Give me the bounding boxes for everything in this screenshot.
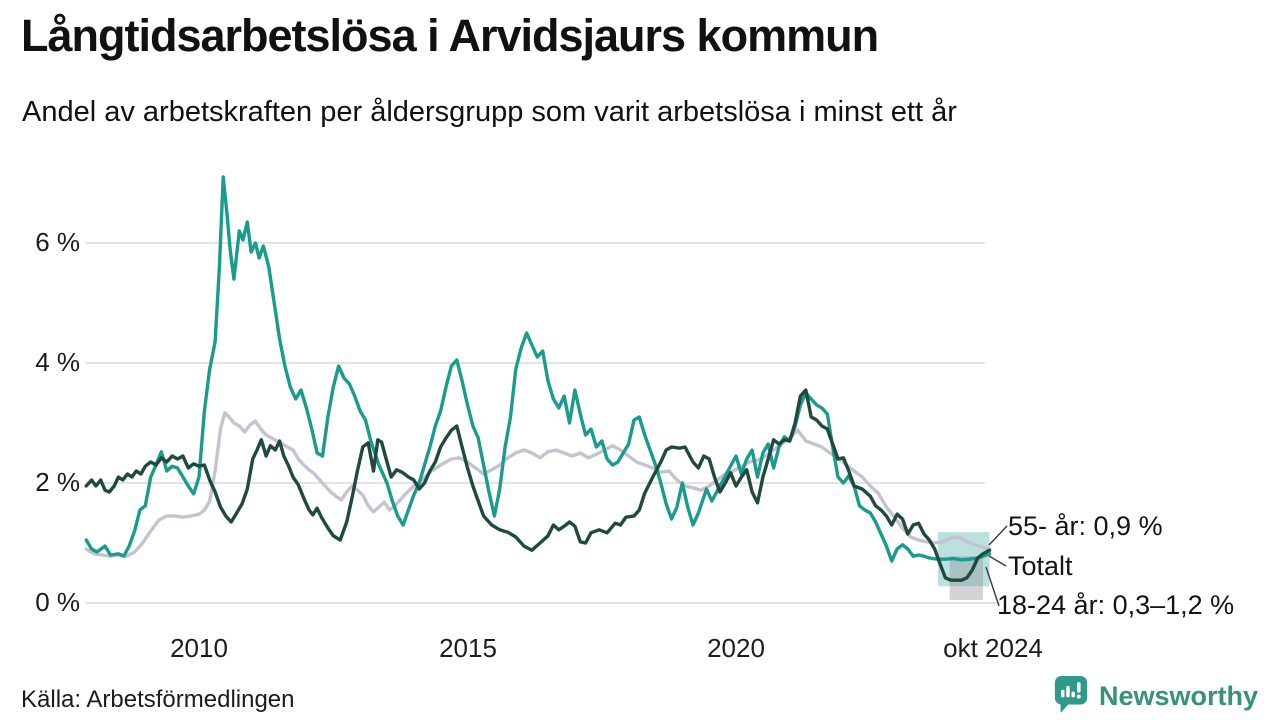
newsworthy-wordmark: Newsworthy bbox=[1098, 681, 1258, 711]
y-axis-tick-6: 6 % bbox=[35, 227, 80, 257]
page-title: Långtidsarbetslösa i Arvidsjaurs kommun bbox=[21, 10, 879, 61]
x-axis-tick-2010: 2010 bbox=[170, 633, 228, 663]
y-axis-tick-0: 0 % bbox=[35, 587, 80, 617]
series-label-55-ar: 55- år: 0,9 % bbox=[1008, 511, 1163, 541]
y-axis-tick-4: 4 % bbox=[35, 347, 80, 377]
source-note: Källa: Arbetsförmedlingen bbox=[21, 686, 295, 713]
x-axis-tick-okt-2024: okt 2024 bbox=[943, 633, 1043, 663]
x-axis-tick-2020: 2020 bbox=[707, 633, 765, 663]
series-label-totalt: Totalt bbox=[1008, 551, 1073, 581]
y-axis-tick-2: 2 % bbox=[35, 467, 80, 497]
page-subtitle: Andel av arbetskraften per åldersgrupp s… bbox=[22, 96, 957, 128]
x-axis-tick-2015: 2015 bbox=[439, 633, 497, 663]
series-label-18-24-ar: 18-24 år: 0,3–1,2 % bbox=[997, 590, 1235, 620]
newsworthy-logo[interactable]: Newsworthy bbox=[1052, 674, 1258, 719]
newsworthy-speech-bubble-chart-icon bbox=[1052, 674, 1090, 719]
